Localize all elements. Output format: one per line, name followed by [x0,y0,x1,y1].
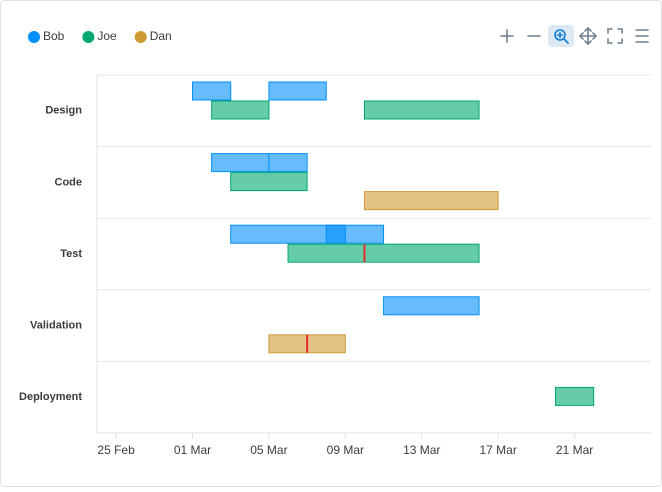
x-tick-label: 09 Mar [327,443,364,457]
y-tick-label: Test [60,248,82,260]
x-tick-label: 05 Mar [250,443,287,457]
y-tick-label: Deployment [19,391,82,403]
y-tick-label: Design [45,105,82,117]
legend-label: Dan [150,29,172,43]
range-bar [325,224,385,244]
x-tick-label: 13 Mar [403,443,440,457]
range-bar [363,100,480,120]
y-tick-label: Validation [30,320,82,332]
legend-label: Joe [97,29,117,43]
x-tick-label: 25 Feb [97,443,135,457]
range-bar [383,296,480,316]
range-bar [192,81,232,101]
y-tick-label: Code [55,176,83,188]
range-bar [268,81,327,101]
range-bar [211,153,270,173]
legend-marker [28,31,40,43]
pan[interactable] [578,26,598,46]
zoom-select[interactable] [548,25,574,47]
legend-marker [134,31,147,43]
range-bar [363,191,499,211]
toolbar[interactable] [500,25,649,47]
zoom-in[interactable] [500,29,514,43]
range-bar [287,243,480,263]
range-bar [211,100,270,120]
legend-label: Bob [43,29,65,43]
x-tick-label: 17 Mar [479,443,516,457]
x-tick-label: 01 Mar [174,443,211,457]
range-bar [268,153,308,173]
x-tick-label: 21 Mar [556,443,593,457]
range-bar [554,386,595,406]
zoom-select-icon[interactable] [554,29,569,44]
reset[interactable] [607,28,623,44]
range-bar [230,172,308,192]
legend-marker [82,31,95,43]
menu[interactable] [635,29,649,43]
